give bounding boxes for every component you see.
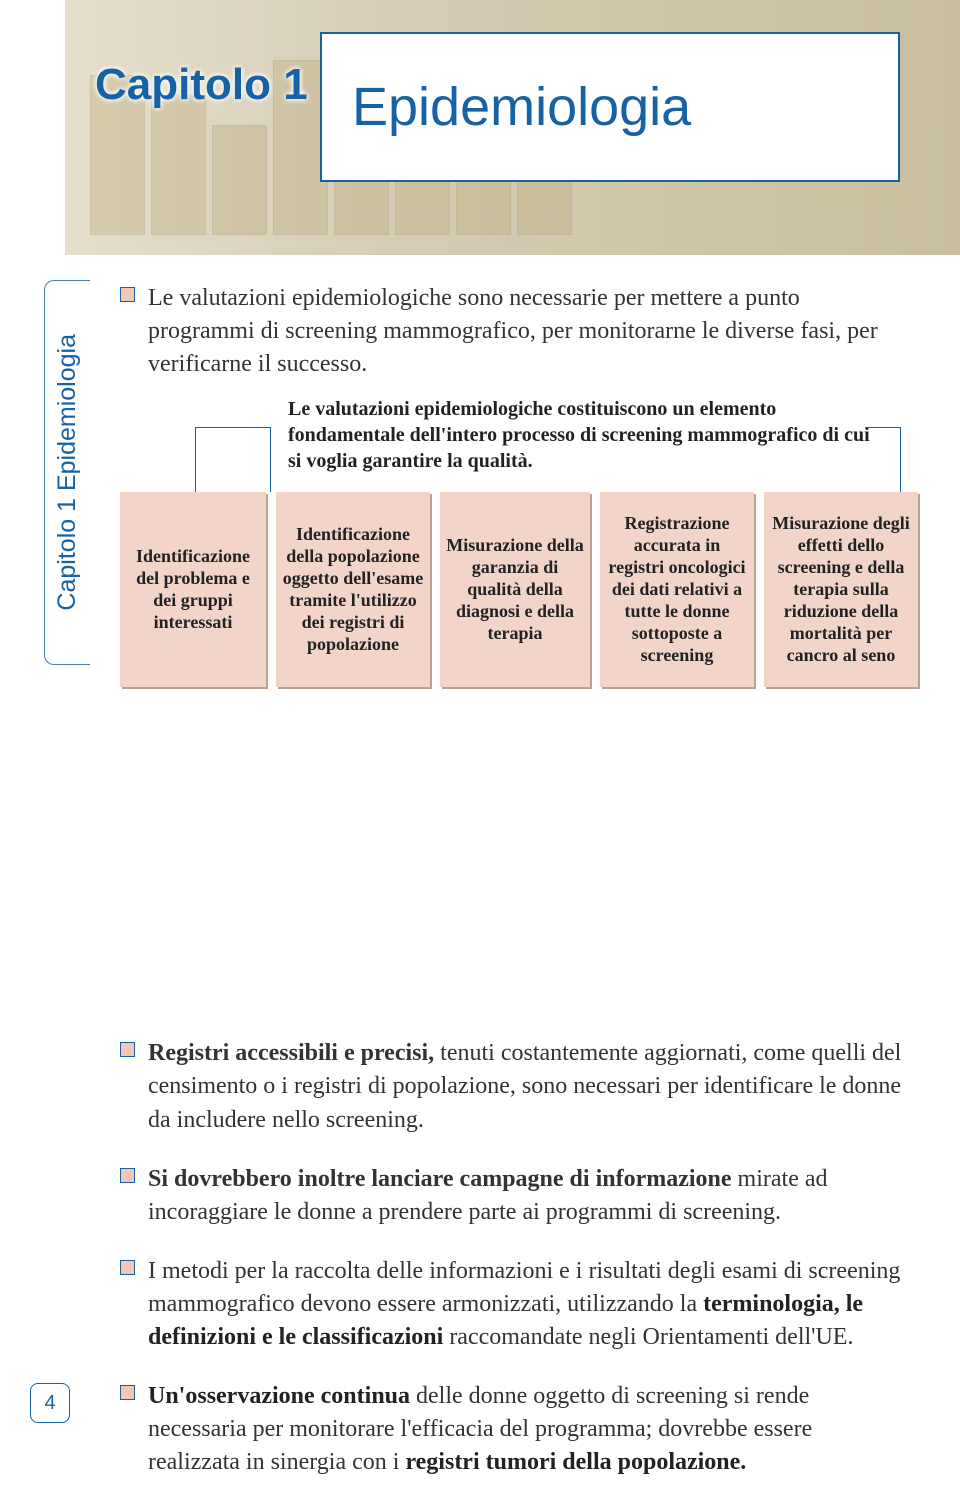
connector-line <box>865 427 900 428</box>
bullet-text: Le valutazioni epidemiologiche sono nece… <box>148 282 910 381</box>
bullet-icon <box>120 282 148 381</box>
bullet-item: I metodi per la raccolta delle informazi… <box>120 1255 910 1354</box>
bullet-text: I metodi per la raccolta delle informazi… <box>148 1255 910 1354</box>
bullet-icon <box>120 1380 148 1479</box>
bullet-item: Un'osservazione continua delle donne ogg… <box>120 1380 910 1479</box>
bullet-icon <box>120 1163 148 1229</box>
bullet-item: Si dovrebbero inoltre lanciare campagne … <box>120 1163 910 1229</box>
connector-line <box>270 427 271 492</box>
connector-line <box>195 427 196 492</box>
chapter-title-box: Epidemiologia <box>320 32 900 182</box>
header-left-margin <box>0 0 65 255</box>
flow-diagram: Le valutazioni epidemiologiche costituis… <box>120 397 910 697</box>
page-number: 4 <box>30 1383 70 1423</box>
chapter-label: Capitolo 1 <box>95 60 308 110</box>
header-banner: Capitolo 1 Epidemiologia <box>0 0 960 255</box>
diagram-box: Misurazione della garanzia di qualità de… <box>440 492 590 687</box>
diagram-box: Identificazione del problema e dei grupp… <box>120 492 266 687</box>
bullet-icon <box>120 1037 148 1136</box>
chapter-title: Epidemiologia <box>352 76 691 138</box>
connector-line <box>900 427 901 492</box>
side-tab: Capitolo 1 Epidemiologia <box>44 280 90 665</box>
bullet-icon <box>120 1255 148 1354</box>
bullet-item: Le valutazioni epidemiologiche sono nece… <box>120 282 910 381</box>
bullet-text: Si dovrebbero inoltre lanciare campagne … <box>148 1163 910 1229</box>
connector-line <box>195 427 270 428</box>
diagram-box: Identificazione della popolazione oggett… <box>276 492 430 687</box>
bullet-text: Un'osservazione continua delle donne ogg… <box>148 1380 910 1479</box>
side-tab-label: Capitolo 1 Epidemiologia <box>53 334 82 611</box>
diagram-header: Le valutazioni epidemiologiche costituis… <box>288 397 878 474</box>
bullet-text: Registri accessibili e precisi, tenuti c… <box>148 1037 910 1136</box>
diagram-box: Registrazione accurata in registri oncol… <box>600 492 754 687</box>
diagram-box: Misurazione degli effetti dello screenin… <box>764 492 918 687</box>
bullet-item: Registri accessibili e precisi, tenuti c… <box>120 1037 910 1136</box>
